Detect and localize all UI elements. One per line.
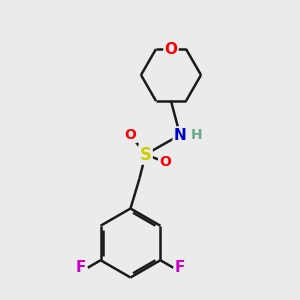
Text: H: H (191, 128, 202, 142)
Text: O: O (159, 155, 171, 169)
Text: F: F (175, 260, 185, 275)
Text: O: O (124, 128, 136, 142)
Text: O: O (164, 41, 178, 56)
Text: S: S (140, 146, 152, 164)
Text: F: F (76, 260, 86, 275)
Text: N: N (174, 128, 186, 142)
